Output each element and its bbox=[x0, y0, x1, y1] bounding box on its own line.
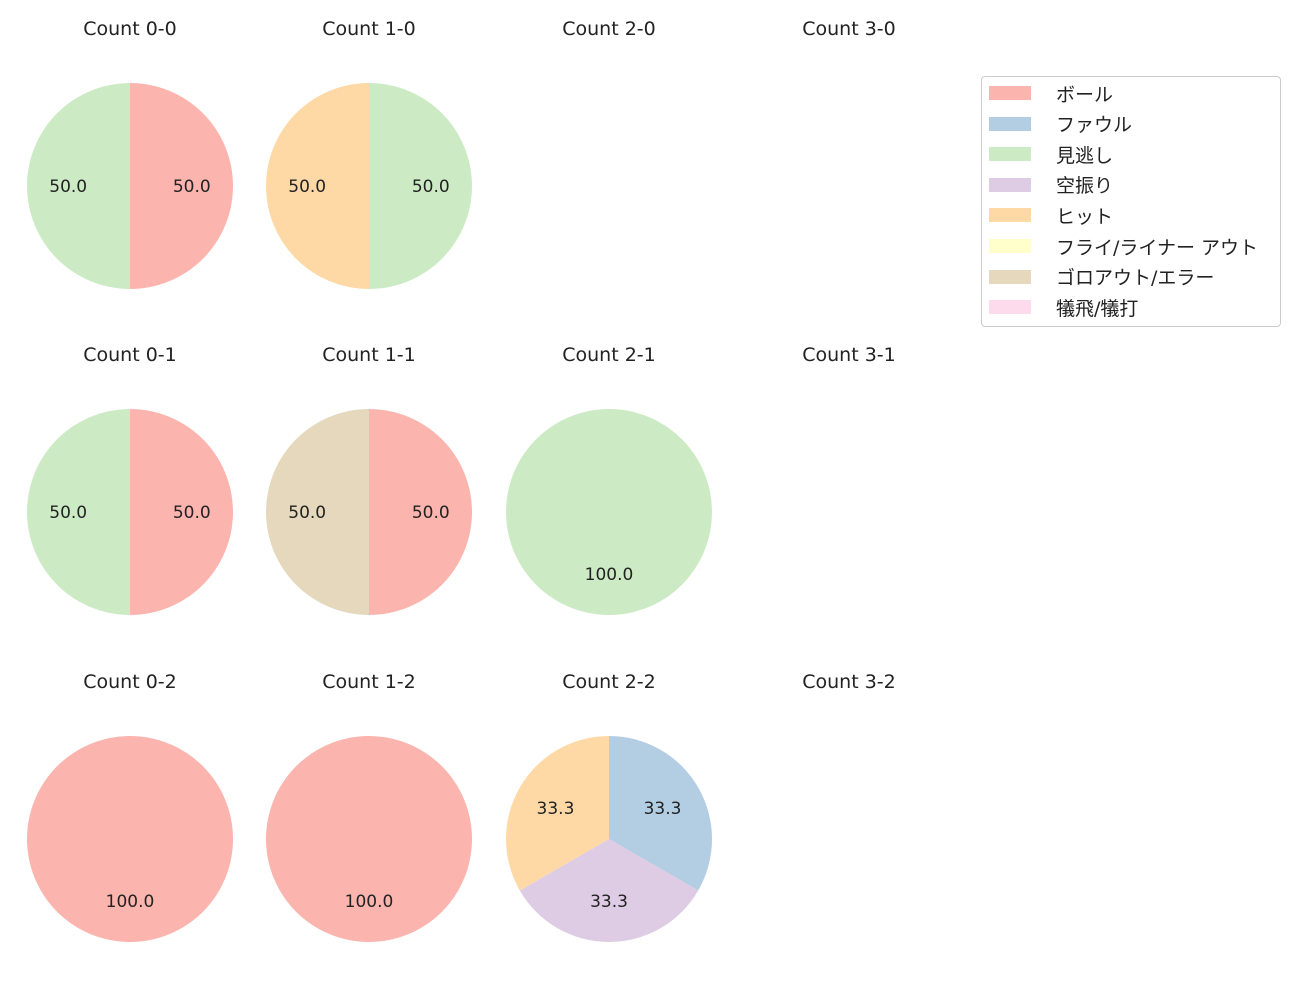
pie-slice-ボール bbox=[369, 409, 472, 615]
pie-title: Count 3-1 bbox=[802, 344, 896, 366]
legend-label: ボール bbox=[1056, 83, 1114, 106]
legend-label: ヒット bbox=[1056, 205, 1114, 228]
legend-swatch bbox=[989, 177, 1031, 192]
pie-title: Count 3-2 bbox=[802, 671, 896, 693]
slice-label: 50.0 bbox=[49, 503, 87, 523]
pie-title: Count 2-0 bbox=[562, 18, 656, 40]
legend-item: ファウル bbox=[989, 113, 1133, 137]
slice-label: 50.0 bbox=[412, 177, 450, 197]
pie-slice-ボール bbox=[130, 83, 233, 289]
slice-label: 50.0 bbox=[288, 503, 326, 523]
legend: ボールファウル見逃し空振りヒットフライ/ライナー アウト ゴロアウト/エラー 犠飛/… bbox=[981, 76, 1281, 327]
pie-chart: Count 2-0 bbox=[562, 18, 656, 40]
legend-label: ゴロアウト/エラー bbox=[1056, 267, 1215, 290]
slice-label: 100.0 bbox=[106, 892, 155, 912]
pie-chart: Count 0-2 100.0 bbox=[27, 671, 233, 942]
legend-swatch bbox=[989, 86, 1031, 100]
pie-chart: Count 0-0 50.0 50.0 bbox=[27, 18, 233, 289]
pie-slice-ボール bbox=[266, 736, 472, 942]
legend-label: 空振り bbox=[1056, 175, 1114, 198]
pie-title: Count 2-2 bbox=[562, 671, 656, 693]
pie-chart: Count 0-1 50.0 50.0 bbox=[27, 344, 233, 615]
pie-chart: Count 3-2 bbox=[802, 671, 896, 693]
pie-title: Count 1-1 bbox=[322, 344, 416, 366]
legend-swatch bbox=[989, 116, 1031, 131]
legend-item: ゴロアウト/エラー bbox=[989, 266, 1215, 290]
legend-label: フライ/ライナー アウト bbox=[1056, 236, 1259, 259]
pie-slice-見逃し bbox=[27, 83, 130, 289]
slice-label: 50.0 bbox=[288, 177, 326, 197]
pie-title: Count 0-0 bbox=[83, 18, 177, 40]
pie-title: Count 3-0 bbox=[802, 18, 896, 40]
pie-slice-ボール bbox=[130, 409, 233, 615]
pie-slice-ボール bbox=[27, 736, 233, 942]
pie-slice-見逃し bbox=[369, 83, 472, 289]
pie-slice-ヒット bbox=[266, 83, 369, 289]
pie-slice-見逃し bbox=[506, 409, 712, 615]
pie-chart: Count 3-1 bbox=[802, 344, 896, 366]
legend-item: フライ/ライナー アウト bbox=[989, 235, 1259, 259]
slice-label: 50.0 bbox=[49, 177, 87, 197]
legend-swatch bbox=[989, 239, 1031, 253]
slice-label: 33.3 bbox=[537, 799, 575, 819]
pie-chart: Count 1-1 50.0 50.0 bbox=[266, 344, 472, 615]
slice-label: 100.0 bbox=[345, 892, 394, 912]
pie-title: Count 1-0 bbox=[322, 18, 416, 40]
slice-label: 33.3 bbox=[590, 892, 628, 912]
pie-slice-見逃し bbox=[27, 409, 130, 615]
legend-item: 犠飛/犠打 bbox=[989, 296, 1139, 320]
pie-slice-ファウル bbox=[609, 736, 712, 891]
pie-chart: Count 2-1 100.0 bbox=[506, 344, 712, 615]
slice-label: 50.0 bbox=[412, 503, 450, 523]
pie-chart: Count 1-2 100.0 bbox=[266, 671, 472, 942]
pie-chart: Count 3-0 bbox=[802, 18, 896, 40]
slice-label: 50.0 bbox=[173, 503, 211, 523]
legend-item: 見逃し bbox=[989, 143, 1114, 167]
pie-title: Count 0-1 bbox=[83, 344, 177, 366]
pie-slice-空振り bbox=[519, 839, 699, 942]
legend-swatch bbox=[989, 269, 1031, 284]
slice-label: 100.0 bbox=[585, 565, 634, 585]
slice-label: 33.3 bbox=[644, 799, 682, 819]
legend-swatch bbox=[989, 208, 1031, 223]
legend-item: 空振り bbox=[989, 174, 1114, 198]
legend-label: 犠飛/犠打 bbox=[1056, 297, 1139, 320]
legend-item: ボール bbox=[989, 82, 1114, 106]
legend-label: 見逃し bbox=[1056, 144, 1114, 167]
legend-item: ヒット bbox=[989, 204, 1114, 228]
pie-title: Count 0-2 bbox=[83, 671, 177, 693]
slice-label: 50.0 bbox=[173, 177, 211, 197]
pie-chart: Count 1-0 50.0 50.0 bbox=[266, 18, 472, 289]
legend-swatch bbox=[989, 300, 1031, 315]
pie-title: Count 2-1 bbox=[562, 344, 656, 366]
legend-label: ファウル bbox=[1056, 114, 1133, 137]
pie-slice-ゴロアウト/エラー bbox=[266, 409, 369, 615]
pie-slice-ヒット bbox=[506, 736, 609, 891]
pie-chart: Count 2-2 33.3 33.3 33.3 bbox=[506, 671, 712, 942]
pie-title: Count 1-2 bbox=[322, 671, 416, 693]
legend-swatch bbox=[989, 147, 1031, 162]
